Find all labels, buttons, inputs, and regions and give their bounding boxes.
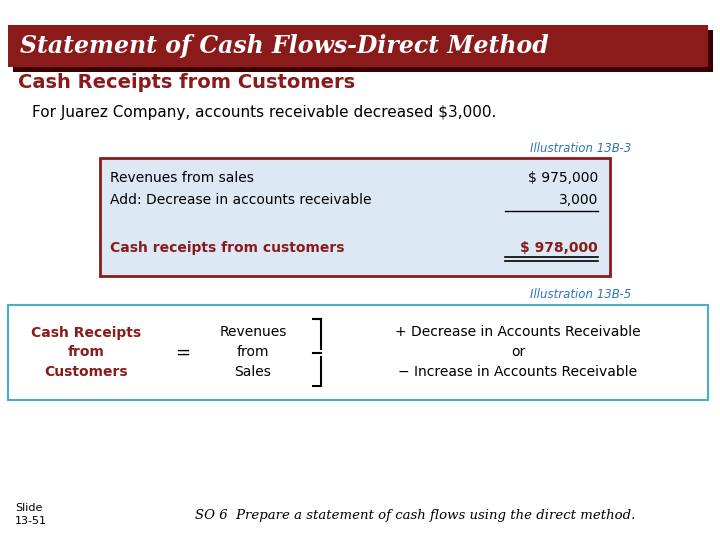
Text: from: from [68, 346, 104, 360]
Text: SO 6  Prepare a statement of cash flows using the direct method.: SO 6 Prepare a statement of cash flows u… [195, 509, 635, 522]
Text: Cash receipts from customers: Cash receipts from customers [110, 241, 344, 255]
Text: $ 978,000: $ 978,000 [521, 241, 598, 255]
FancyBboxPatch shape [8, 305, 708, 400]
Text: 3,000: 3,000 [559, 193, 598, 207]
Text: Slide: Slide [15, 503, 42, 513]
Text: Cash Receipts: Cash Receipts [31, 326, 141, 340]
FancyBboxPatch shape [13, 30, 713, 72]
Text: or: or [511, 346, 525, 360]
Text: Revenues: Revenues [220, 326, 287, 340]
Text: Cash Receipts from Customers: Cash Receipts from Customers [18, 72, 355, 91]
Text: from: from [237, 346, 269, 360]
Text: Illustration 13B-5: Illustration 13B-5 [530, 287, 631, 300]
Text: Sales: Sales [235, 366, 271, 380]
Text: Illustration 13B-3: Illustration 13B-3 [530, 141, 631, 154]
Text: Customers: Customers [44, 366, 128, 380]
Text: For Juarez Company, accounts receivable decreased $3,000.: For Juarez Company, accounts receivable … [32, 105, 496, 119]
Text: Statement of Cash Flows-Direct Method: Statement of Cash Flows-Direct Method [20, 34, 549, 58]
Text: =: = [176, 343, 191, 361]
Text: $ 975,000: $ 975,000 [528, 171, 598, 185]
Text: 13-51: 13-51 [15, 516, 47, 526]
Text: − Increase in Accounts Receivable: − Increase in Accounts Receivable [398, 366, 638, 380]
Text: + Decrease in Accounts Receivable: + Decrease in Accounts Receivable [395, 326, 641, 340]
Text: Revenues from sales: Revenues from sales [110, 171, 254, 185]
FancyBboxPatch shape [8, 25, 708, 67]
Text: Add: Decrease in accounts receivable: Add: Decrease in accounts receivable [110, 193, 372, 207]
FancyBboxPatch shape [100, 158, 610, 276]
